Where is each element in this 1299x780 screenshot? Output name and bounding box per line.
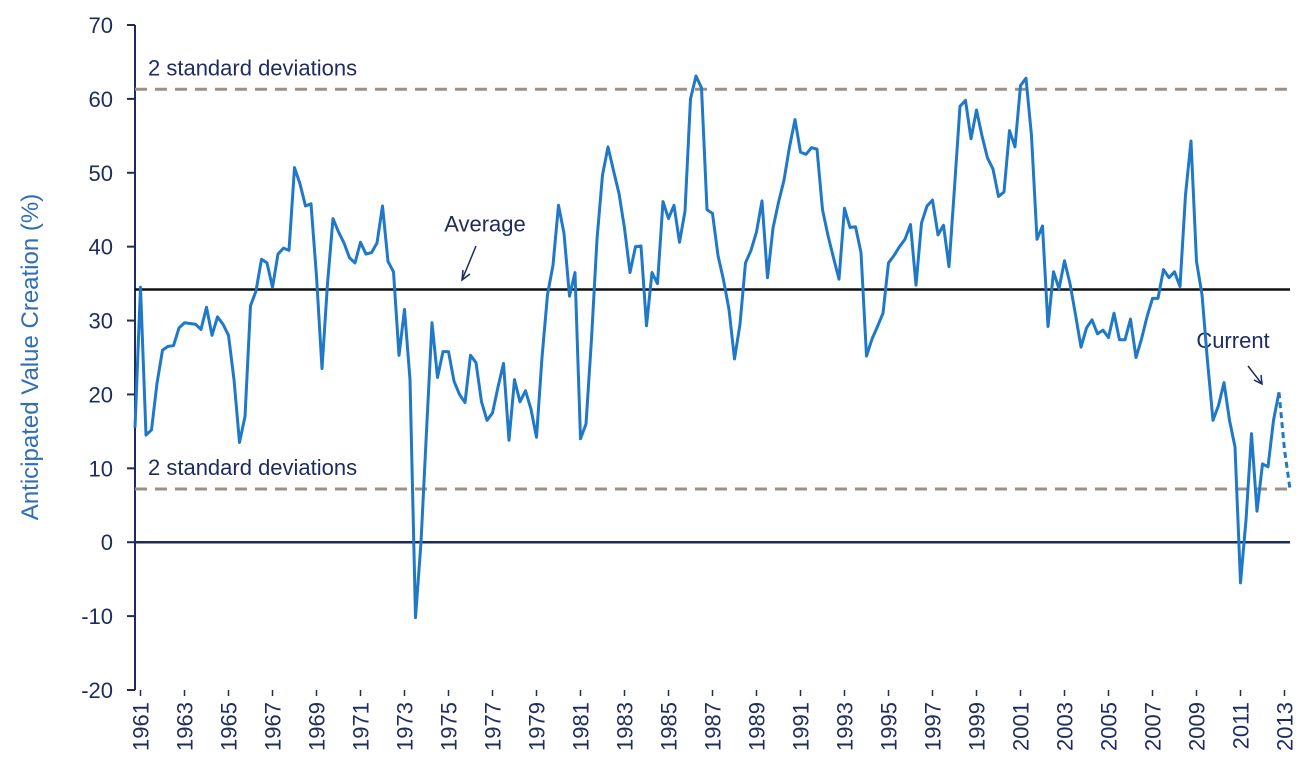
y-tick-label: 50: [89, 161, 113, 186]
x-tick-label: 1973: [393, 702, 418, 751]
y-tick-label: 70: [89, 13, 113, 38]
x-tick-label: 1979: [525, 702, 550, 751]
y-tick-label: 20: [89, 382, 113, 407]
y-tick-label: -10: [81, 604, 113, 629]
y-axis-label: Anticipated Value Creation (%): [17, 194, 44, 520]
x-tick-label: 1965: [217, 702, 242, 751]
y-tick-label: 30: [89, 309, 113, 334]
x-tick-label: 1975: [437, 702, 462, 751]
reference-label: 2 standard deviations: [148, 455, 357, 480]
data-line: [1277, 392, 1292, 490]
x-tick-label: 2005: [1097, 702, 1122, 751]
x-tick-label: 1969: [305, 702, 330, 751]
x-tick-label: 1977: [481, 702, 506, 751]
x-tick-label: 1983: [613, 702, 638, 751]
x-tick-label: 1967: [261, 702, 286, 751]
x-tick-label: 1971: [349, 702, 374, 751]
y-tick-label: 0: [101, 530, 113, 555]
current-arrow: [1247, 365, 1263, 385]
y-tick-label: -20: [81, 678, 113, 703]
x-tick-label: 1995: [877, 702, 902, 751]
x-tick-label: 1993: [833, 702, 858, 751]
y-tick-label: 10: [89, 456, 113, 481]
x-tick-label: 1985: [657, 702, 682, 751]
x-tick-label: 2007: [1141, 702, 1166, 751]
x-tick-label: 2003: [1053, 702, 1078, 751]
x-tick-label: 1981: [569, 702, 594, 751]
x-tick-label: 2011: [1229, 702, 1254, 749]
y-tick-label: 40: [89, 235, 113, 260]
x-tick-label: 1991: [789, 702, 814, 751]
x-tick-label: 1999: [965, 702, 990, 751]
reference-label: 2 standard deviations: [148, 55, 357, 80]
average-arrowhead: [461, 269, 471, 282]
x-tick-label: 2001: [1009, 702, 1034, 751]
current-arrowhead: [1253, 374, 1263, 386]
reference-label: Average: [444, 212, 526, 237]
current-label: Current: [1196, 328, 1269, 353]
x-tick-label: 1989: [745, 702, 770, 751]
x-tick-label: 2009: [1185, 702, 1210, 751]
y-tick-label: 60: [89, 87, 113, 112]
x-tick-label: 1997: [921, 702, 946, 751]
x-tick-label: 1963: [173, 702, 198, 751]
x-tick-label: 2013: [1273, 702, 1298, 751]
average-arrow: [461, 245, 477, 281]
x-tick-label: 1987: [701, 702, 726, 751]
x-tick-label: 1961: [129, 702, 154, 751]
data-line: [133, 74, 1281, 620]
